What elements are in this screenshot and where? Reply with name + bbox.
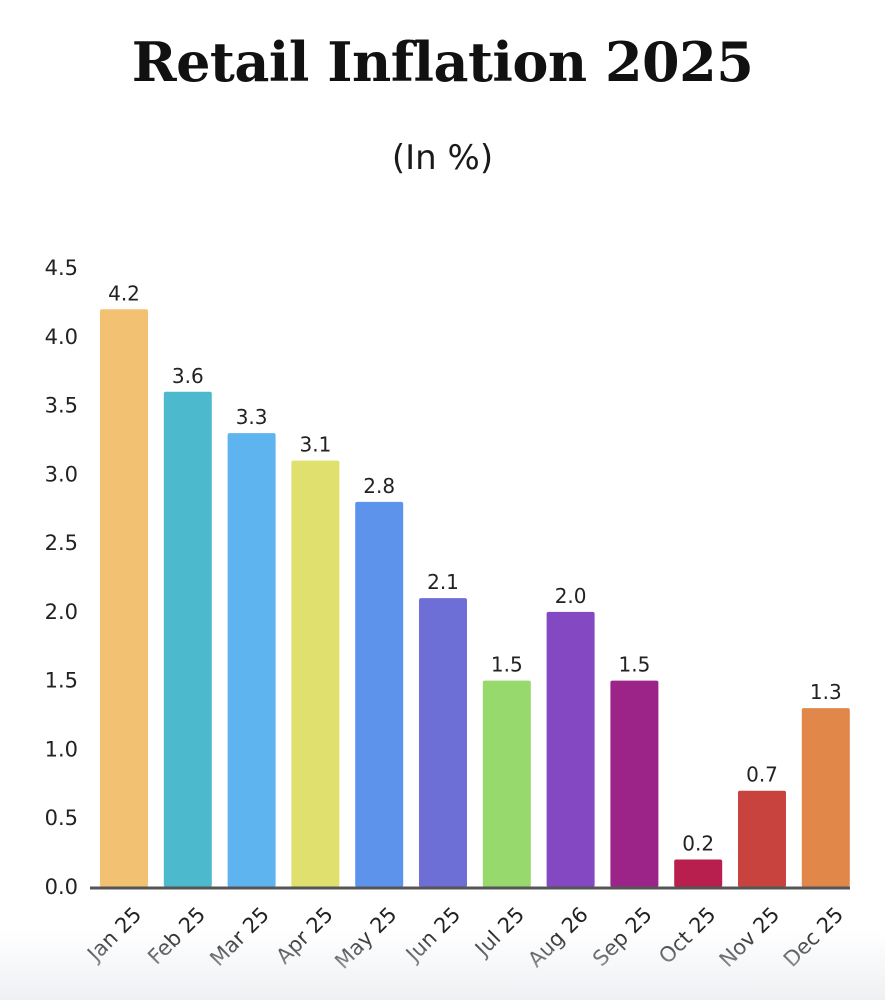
value-label: 0.2 <box>682 831 714 855</box>
value-label: 3.3 <box>236 405 268 429</box>
y-tick-label: 0.0 <box>45 875 78 899</box>
value-label: 0.7 <box>746 763 778 787</box>
bar <box>482 680 531 887</box>
bar <box>163 391 212 887</box>
y-tick-label: 4.0 <box>45 325 78 349</box>
bar <box>100 309 148 887</box>
y-tick-label: 3.0 <box>45 462 78 486</box>
value-label: 1.3 <box>810 680 842 704</box>
bottom-fade <box>0 930 885 1000</box>
bar <box>546 611 595 887</box>
bar <box>610 680 659 887</box>
y-tick-label: 2.0 <box>45 600 78 624</box>
y-tick-label: 0.5 <box>45 806 78 830</box>
value-label: 2.1 <box>427 570 459 594</box>
y-tick-label: 1.5 <box>45 669 78 693</box>
bars <box>100 309 850 887</box>
value-label: 3.6 <box>172 364 204 388</box>
y-tick-label: 3.5 <box>45 394 78 418</box>
y-tick-label: 2.5 <box>45 531 78 555</box>
bar <box>227 433 276 887</box>
value-label: 1.5 <box>491 653 523 677</box>
chart-title: Retail Inflation 2025 <box>131 30 754 94</box>
y-tick-label: 1.0 <box>45 737 78 761</box>
bar <box>738 790 786 887</box>
bar <box>674 859 723 887</box>
y-tick-label: 4.5 <box>45 256 78 280</box>
value-label: 3.1 <box>299 433 331 457</box>
bar <box>419 598 467 887</box>
bar <box>801 708 850 887</box>
value-label: 2.0 <box>555 584 587 608</box>
bar <box>291 460 340 887</box>
value-label: 2.8 <box>363 474 395 498</box>
y-axis-ticks: 0.0 0.5 1.0 1.5 2.0 2.5 3.0 3.5 4.0 4.5 <box>45 256 78 899</box>
value-labels: 4.2 3.6 3.3 3.1 2.8 2.1 1.5 2.0 1.5 0.2 0.7 1.3 <box>108 281 842 855</box>
chart-subtitle: (In %) <box>391 138 494 178</box>
value-label: 4.2 <box>108 281 140 305</box>
value-label: 1.5 <box>618 653 650 677</box>
bar <box>355 501 404 887</box>
